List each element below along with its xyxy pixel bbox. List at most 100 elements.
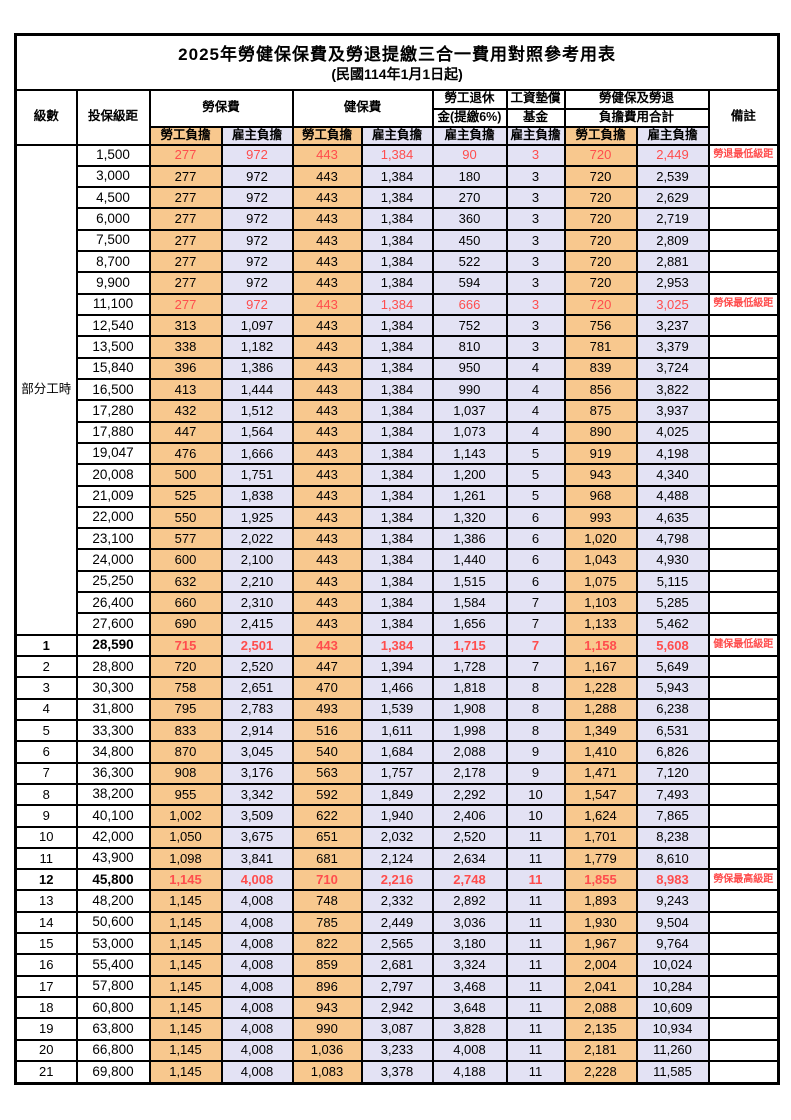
health-ins-employer-cell: 1,384 <box>360 143 434 167</box>
remark-cell <box>707 505 780 530</box>
labor-ins-employee-cell: 500 <box>148 463 223 487</box>
health-ins-employee-cell: 516 <box>291 718 363 743</box>
total-employer-cell: 4,635 <box>635 505 710 530</box>
total-employee-cell: 2,088 <box>563 995 638 1020</box>
pension-employer-cell: 1,143 <box>431 441 508 466</box>
health-ins-employee-cell: 443 <box>291 527 363 551</box>
labor-ins-employee-cell: 600 <box>148 548 223 572</box>
remark-cell <box>707 654 780 679</box>
health-ins-employee-cell: 443 <box>291 335 363 359</box>
labor-ins-employee-cell: 758 <box>148 676 223 700</box>
health-ins-employer-cell: 1,940 <box>360 804 434 828</box>
wage-fund-employer-cell: 11 <box>505 846 566 871</box>
bracket-cell: 11,100 <box>75 292 151 317</box>
labor-ins-employer-cell: 1,386 <box>220 356 294 380</box>
bracket-cell: 34,800 <box>75 740 151 764</box>
labor-ins-employee-cell: 1,145 <box>148 889 223 913</box>
level-cell: 13 <box>14 889 78 913</box>
total-employee-cell: 720 <box>563 271 638 295</box>
header-pension-employer: 雇主負擔 <box>431 125 508 146</box>
bracket-cell: 9,900 <box>75 271 151 295</box>
labor-ins-employee-cell: 476 <box>148 441 223 466</box>
header-remark: 備註 <box>707 88 780 146</box>
health-ins-employer-cell: 2,449 <box>360 910 434 935</box>
labor-ins-employer-cell: 1,512 <box>220 399 294 423</box>
bracket-cell: 31,800 <box>75 697 151 721</box>
labor-ins-employer-cell: 1,666 <box>220 441 294 466</box>
header-bracket: 投保級距 <box>75 88 151 146</box>
total-employee-cell: 1,779 <box>563 846 638 871</box>
header-wage-fund-line1: 工資墊償 <box>505 88 566 110</box>
labor-ins-employer-cell: 972 <box>220 186 294 210</box>
table-row: 12,540 313 1,097 443 1,384 752 3 756 3,237 <box>16 313 780 338</box>
remark-cell <box>707 782 780 807</box>
bracket-cell: 27,600 <box>75 612 151 636</box>
wage-fund-employer-cell: 3 <box>505 143 566 167</box>
level-cell: 15 <box>14 932 78 956</box>
table-row: 2 28,800 720 2,520 447 1,394 1,728 7 1,167 5,649 <box>14 654 780 679</box>
health-ins-employee-cell: 943 <box>291 995 363 1020</box>
pension-employer-cell: 1,818 <box>431 676 508 700</box>
total-employee-cell: 1,103 <box>563 591 638 615</box>
health-ins-employer-cell: 1,539 <box>360 697 434 721</box>
table-row: 9 40,100 1,002 3,509 622 1,940 2,406 10 1,624 7,8… <box>14 804 780 828</box>
labor-ins-employee-cell: 833 <box>148 718 223 743</box>
health-ins-employer-cell: 3,378 <box>360 1059 434 1085</box>
total-employee-cell: 1,167 <box>563 654 638 679</box>
labor-ins-employer-cell: 972 <box>220 292 294 317</box>
labor-ins-employee-cell: 632 <box>148 569 223 594</box>
health-ins-employer-cell: 1,849 <box>360 782 434 807</box>
level-cell: 10 <box>14 825 78 849</box>
health-ins-employee-cell: 990 <box>291 1017 363 1041</box>
total-employer-cell: 5,943 <box>635 676 710 700</box>
labor-ins-employer-cell: 1,925 <box>220 505 294 530</box>
total-employee-cell: 993 <box>563 505 638 530</box>
wage-fund-employer-cell: 11 <box>505 1059 566 1085</box>
wage-fund-employer-cell: 11 <box>505 889 566 913</box>
remark-cell <box>707 591 780 615</box>
wage-fund-employer-cell: 6 <box>505 527 566 551</box>
header-wage-fund-line2: 基金 <box>505 107 566 128</box>
header-labor-insurance: 勞保費 <box>148 88 294 128</box>
bracket-cell: 21,009 <box>75 484 151 508</box>
header-health-employer: 雇主負擔 <box>360 125 434 146</box>
table-row: 6,000 277 972 443 1,384 360 3 720 2,719 <box>16 207 780 231</box>
remark-cell <box>707 889 780 913</box>
wage-fund-employer-cell: 3 <box>505 250 566 274</box>
premium-reference-table: 2025年勞健保保費及勞退提繳三合一費用對照參考用表 (民國114年1月1日起)… <box>14 33 781 1085</box>
bracket-cell: 15,840 <box>75 356 151 380</box>
wage-fund-employer-cell: 3 <box>505 207 566 231</box>
wage-fund-employer-cell: 7 <box>505 654 566 679</box>
labor-ins-employer-cell: 2,210 <box>220 569 294 594</box>
bracket-cell: 63,800 <box>75 1017 151 1041</box>
remark-cell <box>707 761 780 785</box>
wage-fund-employer-cell: 11 <box>505 953 566 977</box>
header-row-1: 級數 投保級距 勞保費 健保費 勞工退休 工資墊償 勞健保及勞退 備註 <box>14 88 780 146</box>
pension-employer-cell: 2,292 <box>431 782 508 807</box>
labor-ins-employee-cell: 577 <box>148 527 223 551</box>
health-ins-employer-cell: 1,384 <box>360 335 434 359</box>
health-ins-employee-cell: 592 <box>291 782 363 807</box>
remark-cell <box>707 740 780 764</box>
remark-cell <box>707 356 780 380</box>
wage-fund-employer-cell: 8 <box>505 718 566 743</box>
health-ins-employee-cell: 443 <box>291 356 363 380</box>
table-row: 25,250 632 2,210 443 1,384 1,515 6 1,075 5,115 <box>16 569 780 594</box>
total-employee-cell: 1,043 <box>563 548 638 572</box>
labor-ins-employee-cell: 525 <box>148 484 223 508</box>
level-cell: 12 <box>14 868 78 892</box>
health-ins-employee-cell: 493 <box>291 697 363 721</box>
total-employer-cell: 3,937 <box>635 399 710 423</box>
total-employee-cell: 1,020 <box>563 527 638 551</box>
labor-ins-employee-cell: 432 <box>148 399 223 423</box>
health-ins-employer-cell: 1,466 <box>360 676 434 700</box>
health-ins-employer-cell: 2,565 <box>360 932 434 956</box>
labor-ins-employer-cell: 3,176 <box>220 761 294 785</box>
level-cell: 16 <box>14 953 78 977</box>
bracket-cell: 43,900 <box>75 846 151 871</box>
total-employer-cell: 4,025 <box>635 420 710 444</box>
total-employer-cell: 8,238 <box>635 825 710 849</box>
health-ins-employer-cell: 1,384 <box>360 463 434 487</box>
total-employer-cell: 2,953 <box>635 271 710 295</box>
bracket-cell: 19,047 <box>75 441 151 466</box>
